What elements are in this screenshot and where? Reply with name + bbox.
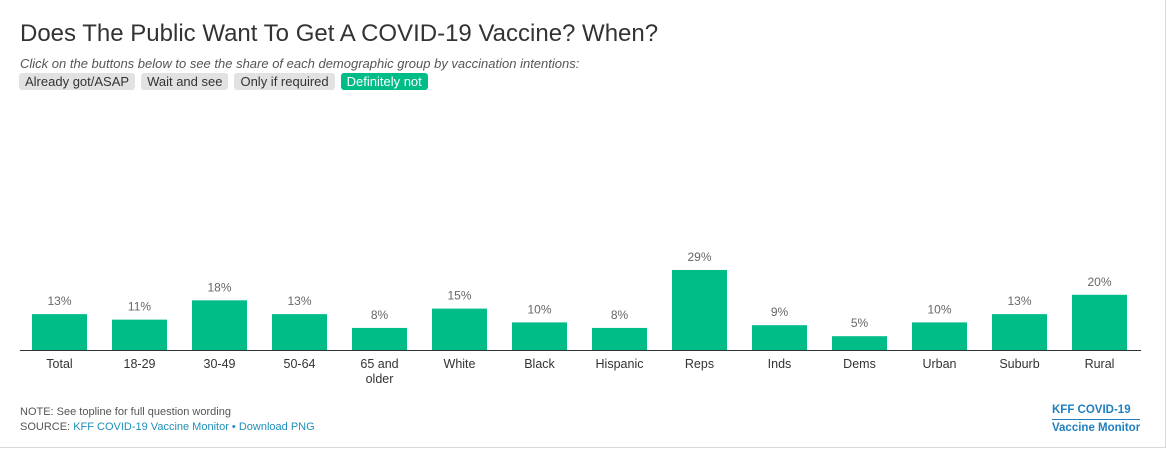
wait-and-see-button[interactable]: Wait and see <box>141 73 229 90</box>
value-label: 13% <box>287 294 311 308</box>
category-label: Suburb <box>999 357 1039 371</box>
download-png-link[interactable]: Download PNG <box>238 421 315 433</box>
logo-line-2: Vaccine Monitor <box>1052 422 1141 434</box>
category-label: Reps <box>685 357 714 371</box>
value-label: 13% <box>47 294 71 308</box>
value-label: 13% <box>1007 294 1031 308</box>
value-label: 8% <box>371 308 389 322</box>
source-link[interactable]: KFF COVID-19 Vaccine Monitor <box>73 421 229 433</box>
definitely-not-button[interactable]: Definitely not <box>340 73 428 90</box>
category-label: White <box>444 357 476 371</box>
value-label: 8% <box>611 308 629 322</box>
bar[interactable] <box>192 300 247 350</box>
bar[interactable] <box>592 327 647 350</box>
bar[interactable] <box>1072 294 1127 350</box>
category-label: Rural <box>1085 357 1115 371</box>
value-label: 10% <box>927 302 951 316</box>
value-label: 9% <box>771 305 789 319</box>
category-label: Hispanic <box>596 357 644 371</box>
value-label: 10% <box>527 302 551 316</box>
value-label: 18% <box>207 280 231 294</box>
category-label: Urban <box>922 357 956 371</box>
bar[interactable] <box>512 322 567 350</box>
bar[interactable] <box>32 314 87 350</box>
source-line: SOURCE: KFF COVID-19 Vaccine Monitor • D… <box>20 420 315 435</box>
bar[interactable] <box>672 269 727 350</box>
kff-logo[interactable]: KFF COVID-19 Vaccine Monitor <box>1052 403 1141 436</box>
chart-subtitle: Click on the buttons below to see the sh… <box>20 56 580 71</box>
footer-notes: NOTE: See topline for full question word… <box>20 405 315 435</box>
bar[interactable] <box>432 308 487 350</box>
already-got-asap-button[interactable]: Already got/ASAP <box>19 73 136 90</box>
category-label: 50-64 <box>284 357 316 371</box>
bar-chart: 13% Total 11% 18-29 18% 30-49 13% 50-64 8% 65 and… <box>20 250 1141 386</box>
bar[interactable] <box>752 325 807 350</box>
bar[interactable] <box>112 319 167 350</box>
bar[interactable] <box>912 322 967 350</box>
chart-title: Does The Public Want To Get A COVID-19 V… <box>20 20 659 47</box>
value-label: 5% <box>851 316 869 330</box>
category-label: Inds <box>768 357 792 371</box>
bar[interactable] <box>832 336 887 350</box>
bar[interactable] <box>992 314 1047 350</box>
source-separator: • <box>228 421 239 433</box>
bar[interactable] <box>272 314 327 350</box>
source-prefix: SOURCE: <box>20 421 74 433</box>
bar[interactable] <box>352 327 407 350</box>
value-label: 20% <box>1087 275 1111 289</box>
value-label: 29% <box>687 250 711 264</box>
intention-button-group: Already got/ASAP Wait and see Only if re… <box>19 73 428 90</box>
only-if-required-button[interactable]: Only if required <box>234 73 335 90</box>
category-label: Dems <box>843 357 876 371</box>
category-label: 65 and older <box>360 357 398 386</box>
value-label: 11% <box>128 300 151 314</box>
category-label: Total <box>46 357 72 371</box>
category-label: 30-49 <box>204 357 236 371</box>
category-label: 18-29 <box>124 357 156 371</box>
logo-line-1: KFF COVID-19 <box>1052 403 1141 420</box>
value-label: 15% <box>447 289 471 303</box>
note-text: NOTE: See topline for full question word… <box>20 406 231 418</box>
category-label: Black <box>524 357 555 371</box>
